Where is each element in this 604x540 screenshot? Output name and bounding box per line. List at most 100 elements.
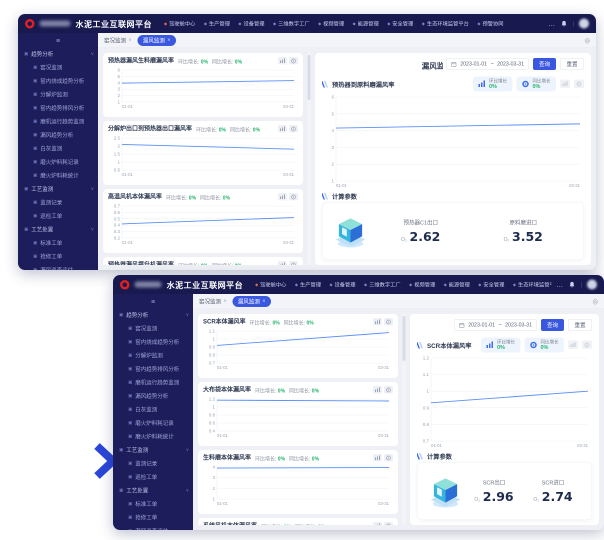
gear-icon[interactable]: ◎: [584, 36, 590, 44]
scrollbar[interactable]: [402, 314, 406, 525]
gear-icon[interactable]: ◎: [592, 297, 598, 305]
sidebar-item[interactable]: ▣ 磨机运行趋势监测 ∨: [113, 376, 193, 390]
chart-type-button[interactable]: [278, 125, 287, 133]
close-icon[interactable]: ×: [167, 37, 171, 44]
sidebar-item[interactable]: ▣ 监测记录 ∨: [113, 457, 193, 471]
sidebar-item[interactable]: ▣ 巡检工单 ∨: [113, 470, 193, 484]
tab[interactable]: 漏风监测 ×: [137, 34, 176, 46]
sidebar-item[interactable]: ▣ 抢修工单 ∨: [18, 250, 98, 264]
sidebar-item[interactable]: ▣ 监测记录 ∨: [18, 196, 98, 210]
sidebar-item[interactable]: ▣ 标准工单 ∨: [18, 236, 98, 250]
top-nav-item[interactable]: ◆ 驾驶舱中心: [164, 20, 195, 28]
top-nav-item[interactable]: ◆ 预警协同: [477, 20, 503, 28]
sidebar-item[interactable]: ▣ 窑况监测 ∨: [18, 61, 98, 75]
avatar[interactable]: [587, 279, 597, 290]
tab[interactable]: 窑况监测 ×: [104, 36, 131, 44]
sidebar-item[interactable]: ▣ 磨火炉料耗统计 ∨: [18, 169, 98, 183]
top-nav-item[interactable]: ◆ 三维数字工厂: [273, 20, 310, 28]
top-nav-item[interactable]: ◆ 安全管理: [478, 281, 504, 289]
top-nav-item[interactable]: ◆ 三维数字工厂: [364, 281, 401, 289]
top-nav-item[interactable]: ◆ 生态环境监管平台: [422, 20, 469, 28]
sidebar-item[interactable]: ▣ 工艺处置 ∨: [113, 484, 193, 498]
top-nav-item[interactable]: ◆ 能源管理: [444, 281, 470, 289]
chart-type-button[interactable]: [373, 386, 382, 394]
sidebar-collapse-icon[interactable]: ≡: [150, 297, 156, 306]
more-icon[interactable]: …: [556, 280, 564, 289]
sidebar-item[interactable]: ▣ 漏风巡查评估 ∨: [18, 263, 98, 270]
top-nav-item[interactable]: ◆ 设备管理: [329, 281, 355, 289]
top-nav-item[interactable]: ◆ 生态环境监管平台: [513, 281, 552, 289]
chart-settings-button[interactable]: [574, 79, 584, 89]
top-nav-item[interactable]: ◆ 生产管理: [295, 281, 321, 289]
chart-type-button[interactable]: [278, 261, 287, 265]
sidebar-item[interactable]: ▣ 窑内烧成趋势分析 ∨: [113, 335, 193, 349]
date-range-picker[interactable]: 2023-01-01 ~ 2023-03-31: [454, 319, 537, 331]
chart-settings-button[interactable]: [384, 454, 393, 462]
scrollbar-thumb[interactable]: [307, 55, 311, 100]
top-nav-item[interactable]: ◆ 视频管理: [318, 20, 344, 28]
sidebar-item[interactable]: ▣ 漏风趋势分析 ∨: [113, 389, 193, 403]
bell-icon[interactable]: [568, 281, 575, 288]
tab[interactable]: 窑况监测 ×: [199, 297, 226, 305]
chart-settings-button[interactable]: [384, 318, 393, 326]
top-nav-item[interactable]: ◆ 驾驶舱中心: [255, 281, 286, 289]
reset-button[interactable]: 重置: [560, 58, 584, 70]
param-unit: O₂: [533, 496, 540, 503]
chart-type-button[interactable]: [373, 454, 382, 462]
tab[interactable]: 漏风监测 ×: [232, 295, 271, 307]
sidebar-item[interactable]: ▣ 趋势分析 ∨: [18, 47, 98, 61]
chart-type-button[interactable]: [373, 318, 382, 326]
chart-settings-button[interactable]: [289, 57, 298, 65]
sidebar-item[interactable]: ▣ 标准工单 ∨: [113, 497, 193, 511]
sidebar-item[interactable]: ▣ 窑内趋势排风分析 ∨: [113, 362, 193, 376]
chart-settings-button[interactable]: [289, 125, 298, 133]
sidebar-item[interactable]: ▣ 分解炉监测 ∨: [113, 349, 193, 363]
chart-settings-button[interactable]: [582, 340, 592, 350]
chart-type-button[interactable]: [373, 522, 382, 525]
top-nav-item[interactable]: ◆ 生产管理: [204, 20, 230, 28]
date-range-picker[interactable]: 2023-01-01 ~ 2023-03-31: [446, 58, 529, 70]
scrollbar[interactable]: [307, 53, 311, 265]
sidebar-item[interactable]: ▣ 白灰监测 ∨: [113, 403, 193, 417]
chart-settings-button[interactable]: [384, 522, 393, 525]
sidebar-item[interactable]: ▣ 磨火炉料耗记录 ∨: [18, 155, 98, 169]
chart-settings-button[interactable]: [289, 193, 298, 201]
sidebar-item[interactable]: ▣ 白灰监测 ∨: [18, 142, 98, 156]
top-nav-item[interactable]: ◆ 能源管理: [353, 20, 379, 28]
sidebar-item[interactable]: ▣ 工艺处置 ∨: [18, 223, 98, 237]
top-nav-item[interactable]: ◆ 安全管理: [387, 20, 413, 28]
scrollbar-thumb[interactable]: [402, 316, 406, 361]
sidebar-collapse-icon[interactable]: ≡: [55, 36, 61, 45]
sidebar-item[interactable]: ▣ 工艺监测 ∨: [18, 182, 98, 196]
sidebar-item[interactable]: ▣ 分解炉监测 ∨: [18, 88, 98, 102]
sidebar-item[interactable]: ▣ 工艺监测 ∨: [113, 443, 193, 457]
chart-type-button[interactable]: [568, 340, 578, 350]
top-nav-item[interactable]: ◆ 视频管理: [409, 281, 435, 289]
more-icon[interactable]: …: [548, 19, 556, 28]
sidebar-item[interactable]: ▣ 磨火炉料耗统计 ∨: [113, 430, 193, 444]
search-button[interactable]: 查询: [533, 58, 556, 70]
sidebar-item[interactable]: ▣ 抢修工单 ∨: [113, 511, 193, 525]
sidebar-item[interactable]: ▣ 窑内趋势排风分析 ∨: [18, 101, 98, 115]
close-icon[interactable]: ×: [223, 298, 227, 305]
chart-type-button[interactable]: [560, 79, 570, 89]
sidebar-item[interactable]: ▣ 磨火炉料耗记录 ∨: [113, 416, 193, 430]
close-icon[interactable]: ×: [262, 298, 266, 305]
sidebar-item[interactable]: ▣ 窑内烧成趋势分析 ∨: [18, 74, 98, 88]
sidebar-item[interactable]: ▣ 窑况监测 ∨: [113, 322, 193, 336]
chart-type-button[interactable]: [278, 57, 287, 65]
sidebar-item[interactable]: ▣ 巡检工单 ∨: [18, 209, 98, 223]
sidebar-item[interactable]: ▣ 磨机运行趋势监测 ∨: [18, 115, 98, 129]
top-nav-item[interactable]: ◆ 设备管理: [238, 20, 264, 28]
bell-icon[interactable]: [560, 20, 567, 27]
chart-settings-button[interactable]: [384, 386, 393, 394]
avatar[interactable]: [579, 18, 589, 29]
close-icon[interactable]: ×: [128, 37, 132, 44]
chart-settings-button[interactable]: [289, 261, 298, 265]
chart-type-button[interactable]: [278, 193, 287, 201]
sidebar-item[interactable]: ▣ 趋势分析 ∨: [113, 308, 193, 322]
sidebar-item[interactable]: ▣ 漏风巡查评估 ∨: [113, 524, 193, 530]
search-button[interactable]: 查询: [541, 319, 564, 331]
sidebar-item[interactable]: ▣ 漏风趋势分析 ∨: [18, 128, 98, 142]
reset-button[interactable]: 重置: [568, 319, 592, 331]
